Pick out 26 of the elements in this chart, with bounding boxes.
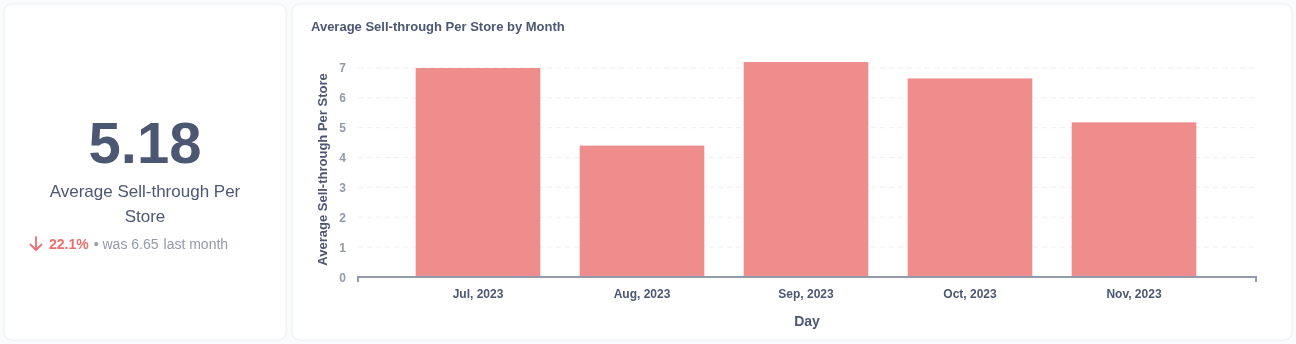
text: • was 6.65 bbox=[93, 236, 159, 252]
bar bbox=[743, 62, 869, 277]
bar bbox=[907, 78, 1033, 277]
y-tick-label: 6 bbox=[339, 91, 347, 106]
y-tick-label: 7 bbox=[339, 61, 347, 76]
x-axis-title: Day bbox=[794, 313, 821, 329]
y-tick-label: 1 bbox=[339, 240, 347, 255]
y-tick-label: 3 bbox=[339, 180, 347, 195]
bar bbox=[415, 67, 541, 277]
x-tick-label: Aug, 2023 bbox=[613, 287, 671, 301]
x-tick-label: Oct, 2023 bbox=[943, 287, 998, 301]
y-tick-label: 2 bbox=[339, 210, 347, 225]
bar bbox=[1071, 122, 1197, 277]
y-tick-label: 4 bbox=[339, 151, 347, 166]
chart-title: Average Sell-through Per Store by Month bbox=[311, 19, 565, 34]
x-tick-label: Nov, 2023 bbox=[1106, 287, 1162, 301]
text: 22.1% bbox=[49, 236, 90, 252]
y-axis-title: Average Sell-through Per Store bbox=[315, 73, 330, 266]
x-tick-label: Jul, 2023 bbox=[452, 287, 504, 301]
y-tick-label: 5 bbox=[339, 121, 347, 136]
x-tick-label: Sep, 2023 bbox=[778, 287, 835, 301]
y-tick-label: 0 bbox=[339, 270, 347, 285]
bar bbox=[579, 145, 705, 277]
text: Average Sell-through Per Store bbox=[49, 182, 241, 226]
text: 5.18 bbox=[88, 110, 202, 175]
text: last month bbox=[163, 236, 229, 252]
